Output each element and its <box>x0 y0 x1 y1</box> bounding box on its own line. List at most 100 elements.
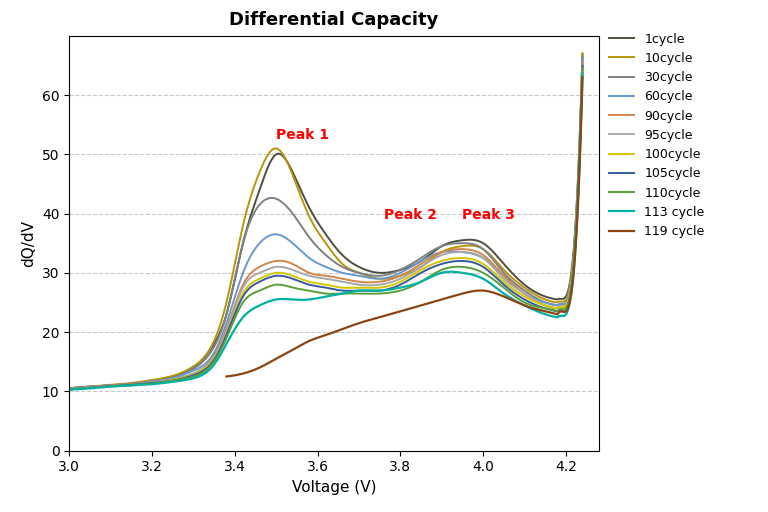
110cycle <box>91 385 100 391</box>
30cycle <box>341 265 350 271</box>
105cycle <box>65 386 74 392</box>
110cycle <box>578 66 587 72</box>
113 cycle <box>341 290 350 296</box>
60cycle <box>65 385 74 391</box>
1cycle <box>341 254 350 261</box>
Line: 100cycle: 100cycle <box>69 66 582 389</box>
10cycle <box>515 281 525 287</box>
60cycle <box>492 266 502 272</box>
Title: Differential Capacity: Differential Capacity <box>230 11 439 29</box>
119 cycle <box>578 74 587 80</box>
90cycle <box>569 262 578 268</box>
90cycle <box>65 385 74 391</box>
Legend: 1cycle, 10cycle, 30cycle, 60cycle, 90cycle, 95cycle, 100cycle, 105cycle, 110cycl: 1cycle, 10cycle, 30cycle, 60cycle, 90cyc… <box>604 28 710 243</box>
105cycle <box>492 275 502 282</box>
Line: 95cycle: 95cycle <box>69 66 582 389</box>
Text: Peak 2: Peak 2 <box>384 208 437 222</box>
110cycle <box>569 268 578 274</box>
110cycle <box>515 297 525 303</box>
Line: 90cycle: 90cycle <box>69 62 582 388</box>
30cycle <box>65 385 74 391</box>
10cycle <box>91 383 100 389</box>
Text: Peak 1: Peak 1 <box>276 129 329 142</box>
10cycle <box>341 263 350 269</box>
10cycle <box>578 51 587 57</box>
Line: 10cycle: 10cycle <box>69 54 582 388</box>
119 cycle <box>569 273 578 280</box>
1cycle <box>578 51 587 57</box>
10cycle <box>230 264 239 270</box>
105cycle <box>91 384 100 390</box>
105cycle <box>341 288 350 294</box>
60cycle <box>91 383 100 390</box>
113 cycle <box>65 387 74 393</box>
119 cycle <box>409 305 419 311</box>
95cycle <box>65 386 74 392</box>
1cycle <box>230 280 239 286</box>
105cycle <box>230 313 239 319</box>
90cycle <box>578 59 587 66</box>
Y-axis label: dQ/dV: dQ/dV <box>22 220 36 267</box>
100cycle <box>65 386 74 392</box>
95cycle <box>230 307 239 313</box>
Line: 60cycle: 60cycle <box>69 59 582 388</box>
Line: 105cycle: 105cycle <box>69 66 582 389</box>
119 cycle <box>334 328 343 334</box>
113 cycle <box>91 385 100 391</box>
60cycle <box>569 259 578 265</box>
1cycle <box>492 253 502 259</box>
60cycle <box>341 270 350 276</box>
10cycle <box>492 260 502 266</box>
Line: 113 cycle: 113 cycle <box>69 74 582 390</box>
30cycle <box>91 383 100 389</box>
90cycle <box>230 304 239 310</box>
Line: 119 cycle: 119 cycle <box>227 77 582 376</box>
113 cycle <box>578 71 587 77</box>
30cycle <box>569 257 578 263</box>
1cycle <box>569 250 578 257</box>
100cycle <box>569 262 578 268</box>
95cycle <box>515 288 525 294</box>
10cycle <box>65 385 74 391</box>
113 cycle <box>230 327 239 333</box>
Line: 110cycle: 110cycle <box>69 69 582 390</box>
10cycle <box>569 253 578 260</box>
Line: 30cycle: 30cycle <box>69 57 582 388</box>
119 cycle <box>512 299 521 305</box>
100cycle <box>578 62 587 69</box>
90cycle <box>341 276 350 283</box>
90cycle <box>515 287 525 293</box>
95cycle <box>91 383 100 390</box>
95cycle <box>578 62 587 69</box>
105cycle <box>515 294 525 300</box>
100cycle <box>341 285 350 291</box>
110cycle <box>492 279 502 285</box>
100cycle <box>515 291 525 297</box>
110cycle <box>230 317 239 323</box>
1cycle <box>91 383 100 389</box>
60cycle <box>515 287 525 293</box>
X-axis label: Voltage (V): Voltage (V) <box>292 480 376 495</box>
30cycle <box>515 284 525 290</box>
1cycle <box>515 278 525 284</box>
30cycle <box>578 54 587 60</box>
105cycle <box>569 265 578 271</box>
110cycle <box>65 387 74 393</box>
113 cycle <box>515 300 525 306</box>
30cycle <box>230 279 239 285</box>
100cycle <box>91 384 100 390</box>
95cycle <box>341 279 350 285</box>
113 cycle <box>492 286 502 292</box>
Line: 1cycle: 1cycle <box>69 54 582 388</box>
105cycle <box>578 62 587 69</box>
60cycle <box>578 56 587 62</box>
113 cycle <box>569 271 578 277</box>
110cycle <box>341 290 350 296</box>
119 cycle <box>528 305 537 311</box>
60cycle <box>230 296 239 302</box>
95cycle <box>492 269 502 275</box>
Text: Peak 3: Peak 3 <box>462 208 515 222</box>
95cycle <box>569 262 578 268</box>
90cycle <box>91 383 100 390</box>
90cycle <box>492 266 502 272</box>
